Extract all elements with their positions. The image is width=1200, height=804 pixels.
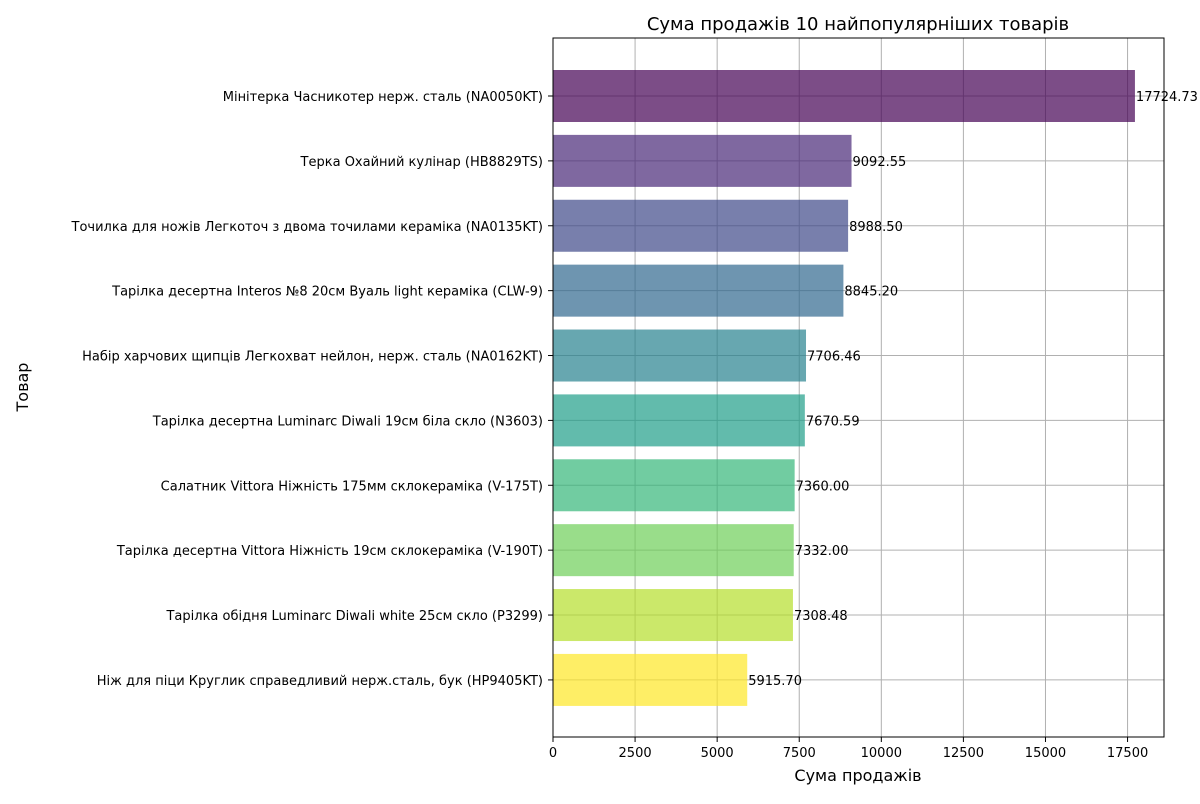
y-tick-label: Тарілка обідня Luminarc Diwali white 25с… <box>165 609 543 624</box>
bar-value-label: 7706.46 <box>807 350 861 365</box>
bar-value-label: 17724.73 <box>1136 90 1198 105</box>
x-tick-label: 7500 <box>783 746 816 761</box>
x-tick-label: 12500 <box>943 746 984 761</box>
x-tick-label: 5000 <box>701 746 734 761</box>
plot-frame <box>552 37 1165 738</box>
bar <box>553 459 795 512</box>
y-tick-label: Салатник Vittora Ніжність 175мм склокера… <box>161 479 543 494</box>
x-tick-label: 17500 <box>1107 746 1148 761</box>
y-axis-label: Товар <box>13 363 32 413</box>
bar <box>553 394 805 447</box>
bar-value-label: 5915.70 <box>748 674 802 689</box>
y-tick-label: Ніж для піци Круглик справедливий нерж.с… <box>97 674 543 689</box>
x-tick-label: 15000 <box>1025 746 1066 761</box>
bar <box>553 70 1135 122</box>
bar <box>553 329 807 382</box>
y-tick-label: Терка Охайний кулінар (HB8829TS) <box>300 155 543 170</box>
bar <box>553 199 849 252</box>
y-tick-label: Мінітерка Часникотер нерж. сталь (NA0050… <box>223 90 543 105</box>
y-tick-label: Тарілка десертна Vittora Ніжність 19см с… <box>116 544 543 559</box>
bars-layer <box>553 70 1135 706</box>
axes-layer: 0 2500 5000 7500 10000 12500 15000 17500 Мінітер… <box>71 37 1165 761</box>
bar-value-label: 9092.55 <box>853 155 907 170</box>
bar-value-label: 8845.20 <box>844 285 898 300</box>
bar-value-label: 7670.59 <box>806 414 860 429</box>
bar-value-label: 7360.00 <box>796 479 850 494</box>
bar <box>553 264 844 317</box>
y-tick-label: Набір харчових щипців Легкохват нейлон, … <box>82 350 543 365</box>
bar <box>553 134 852 187</box>
x-axis-label: Сума продажів <box>794 766 921 785</box>
y-tick-label: Точилка для ножів Легкоточ з двома точил… <box>71 220 543 235</box>
x-tick-label: 2500 <box>619 746 652 761</box>
bar <box>553 653 748 706</box>
y-tick-label: Тарілка десертна Luminarc Diwali 19см бі… <box>152 414 543 429</box>
bar-value-label: 7332.00 <box>795 544 849 559</box>
x-tick-label: 10000 <box>861 746 902 761</box>
x-tick-label: 0 <box>549 746 557 761</box>
bar <box>553 524 794 577</box>
bar-value-label: 8988.50 <box>849 220 903 235</box>
bar <box>553 589 793 642</box>
bar-value-label: 7308.48 <box>794 609 848 624</box>
y-tick-label: Тарілка десертна Interos №8 20см Вуаль l… <box>111 285 543 300</box>
value-labels-layer: 17724.73 9092.55 8988.50 8845.20 7706.46 7670… <box>748 90 1198 689</box>
chart-title: Сума продажів 10 найпопулярніших товарів <box>647 14 1069 35</box>
